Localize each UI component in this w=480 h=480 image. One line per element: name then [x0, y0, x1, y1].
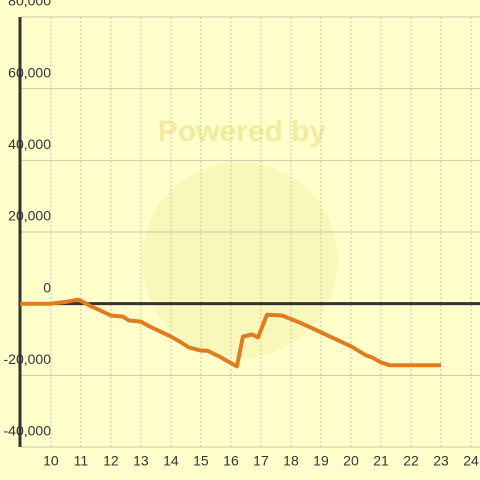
x-tick-label: 12: [103, 453, 119, 469]
watermark: Powered by: [158, 115, 327, 148]
y-tick-label: -40,000: [4, 423, 52, 439]
y-tick-label: 0: [43, 279, 51, 295]
x-tick-label: 14: [163, 453, 179, 469]
y-tick-label: 80,000: [8, 0, 51, 9]
x-tick-label: 20: [343, 453, 359, 469]
x-tick-label: 10: [43, 453, 59, 469]
x-tick-label: 22: [403, 453, 419, 469]
x-tick-label: 15: [193, 453, 209, 469]
x-tick-label: 23: [433, 453, 449, 469]
x-tick-label: 17: [253, 453, 269, 469]
x-tick-label: 18: [283, 453, 299, 469]
y-tick-label: 40,000: [8, 136, 51, 152]
x-tick-label: 19: [313, 453, 329, 469]
y-tick-label: 60,000: [8, 64, 51, 80]
data-line: [20, 297, 441, 369]
x-tick-label: 13: [133, 453, 149, 469]
y-tick-label: -20,000: [4, 351, 52, 367]
x-tick-label: 24: [463, 453, 479, 469]
x-tick-label: 21: [373, 453, 389, 469]
y-tick-label: 20,000: [8, 208, 51, 224]
watermark-logo: [142, 162, 338, 358]
x-tick-label: 11: [74, 453, 89, 469]
x-tick-label: 16: [223, 453, 239, 469]
